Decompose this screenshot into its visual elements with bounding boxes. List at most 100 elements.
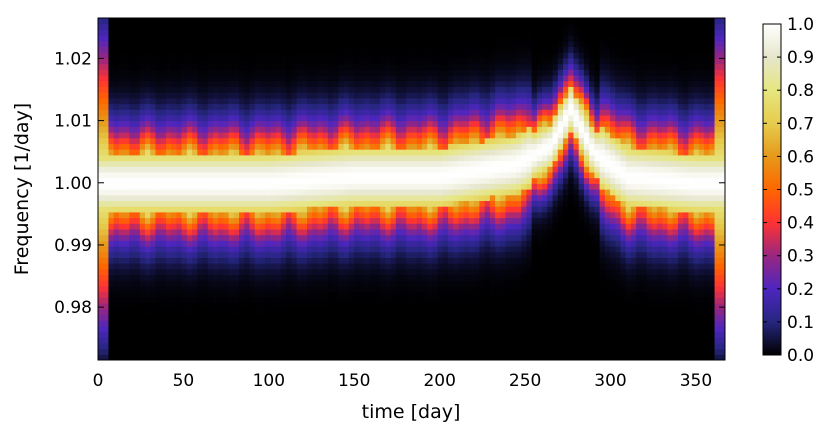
heatmap-cell bbox=[181, 75, 188, 82]
heatmap-cell bbox=[291, 228, 298, 236]
heatmap-cell bbox=[495, 223, 501, 230]
heatmap-cell bbox=[442, 23, 449, 30]
heatmap-cell bbox=[338, 86, 345, 93]
heatmap-cell bbox=[280, 29, 287, 36]
heatmap-cell bbox=[416, 280, 423, 287]
heatmap-cell bbox=[286, 297, 292, 304]
heatmap-cell bbox=[108, 149, 115, 156]
heatmap-cell bbox=[218, 126, 224, 133]
heatmap-cell bbox=[374, 200, 381, 207]
heatmap-cell bbox=[327, 246, 334, 253]
heatmap-cell bbox=[505, 154, 512, 162]
heatmap-cell bbox=[395, 52, 402, 59]
heatmap-cell bbox=[249, 132, 256, 139]
heatmap-cell bbox=[286, 52, 292, 59]
heatmap-cell bbox=[348, 177, 355, 184]
heatmap-cell bbox=[233, 325, 240, 333]
heatmap-cell bbox=[265, 171, 272, 179]
heatmap-cell bbox=[327, 263, 334, 270]
heatmap-cell bbox=[176, 166, 183, 173]
heatmap-cell bbox=[500, 297, 507, 304]
heatmap-cell bbox=[500, 171, 507, 179]
heatmap-cell bbox=[270, 23, 277, 30]
heatmap-cell bbox=[212, 86, 219, 93]
heatmap-cell bbox=[218, 92, 224, 99]
heatmap-cell bbox=[411, 171, 418, 179]
heatmap-cell bbox=[228, 126, 235, 133]
heatmap-cell bbox=[458, 274, 465, 281]
heatmap-cell bbox=[212, 35, 219, 42]
heatmap-cell bbox=[348, 23, 355, 30]
heatmap-cell bbox=[244, 149, 251, 156]
heatmap-cell bbox=[390, 18, 397, 25]
heatmap-cell bbox=[495, 314, 501, 321]
heatmap-cell bbox=[380, 52, 386, 59]
heatmap-cell bbox=[118, 194, 125, 201]
heatmap-cell bbox=[171, 63, 177, 70]
heatmap-cell bbox=[531, 325, 538, 333]
heatmap-cell bbox=[113, 274, 120, 281]
heatmap-cell bbox=[421, 251, 428, 258]
heatmap-cell bbox=[500, 274, 507, 281]
heatmap-cell bbox=[165, 297, 172, 304]
heatmap-cell bbox=[233, 86, 240, 93]
heatmap-cell bbox=[385, 325, 392, 333]
heatmap-cell bbox=[437, 63, 444, 70]
heatmap-cell bbox=[442, 342, 449, 350]
heatmap-cell bbox=[98, 314, 104, 321]
heatmap-cell bbox=[155, 103, 162, 110]
heatmap-cell bbox=[312, 303, 319, 310]
heatmap-cell bbox=[192, 268, 198, 276]
heatmap-cell bbox=[333, 109, 339, 116]
heatmap-cell bbox=[275, 154, 282, 162]
heatmap-cell bbox=[244, 18, 251, 25]
heatmap-cell bbox=[427, 40, 433, 48]
heatmap-cell bbox=[385, 228, 392, 236]
heatmap-cell bbox=[327, 132, 334, 139]
heatmap-cell bbox=[301, 63, 308, 70]
heatmap-cell bbox=[286, 86, 292, 93]
heatmap-cell bbox=[510, 120, 517, 127]
heatmap-cell bbox=[244, 97, 251, 105]
heatmap-cell bbox=[129, 354, 136, 360]
heatmap-cell bbox=[265, 274, 272, 281]
heatmap-cell bbox=[380, 211, 386, 219]
heatmap-cell bbox=[468, 57, 475, 65]
heatmap-cell bbox=[239, 75, 245, 82]
heatmap-cell bbox=[249, 234, 256, 241]
heatmap-cell bbox=[265, 114, 272, 122]
heatmap-cell bbox=[197, 228, 204, 236]
heatmap-cell bbox=[416, 206, 423, 213]
heatmap-cell bbox=[249, 52, 256, 59]
heatmap-cell bbox=[113, 143, 120, 150]
heatmap-cell bbox=[160, 268, 167, 276]
heatmap-cell bbox=[207, 348, 214, 355]
heatmap-cell bbox=[510, 223, 517, 230]
heatmap-cell bbox=[150, 223, 157, 230]
heatmap-cell bbox=[343, 240, 350, 247]
heatmap-cell bbox=[369, 80, 376, 87]
heatmap-cell bbox=[327, 194, 334, 201]
heatmap-cell bbox=[390, 63, 397, 70]
heatmap-cell bbox=[207, 40, 214, 48]
heatmap-cell bbox=[327, 166, 334, 173]
heatmap-cell bbox=[327, 342, 334, 350]
heatmap-cell bbox=[124, 194, 130, 201]
heatmap-cell bbox=[280, 297, 287, 304]
heatmap-cell bbox=[369, 223, 376, 230]
heatmap-cell bbox=[218, 217, 224, 224]
heatmap-cell bbox=[160, 154, 167, 162]
heatmap-cell bbox=[259, 337, 266, 344]
heatmap-cell bbox=[448, 240, 454, 247]
heatmap-cell bbox=[124, 183, 130, 190]
heatmap-cell bbox=[437, 69, 444, 76]
heatmap-cell bbox=[103, 171, 110, 179]
heatmap-cell bbox=[108, 80, 115, 87]
heatmap-cell bbox=[155, 18, 162, 25]
heatmap-cell bbox=[165, 331, 172, 338]
heatmap-cell bbox=[296, 149, 303, 156]
heatmap-cell bbox=[395, 160, 402, 167]
heatmap-cell bbox=[526, 171, 533, 179]
heatmap-cell bbox=[369, 63, 376, 70]
heatmap-cell bbox=[317, 92, 324, 99]
